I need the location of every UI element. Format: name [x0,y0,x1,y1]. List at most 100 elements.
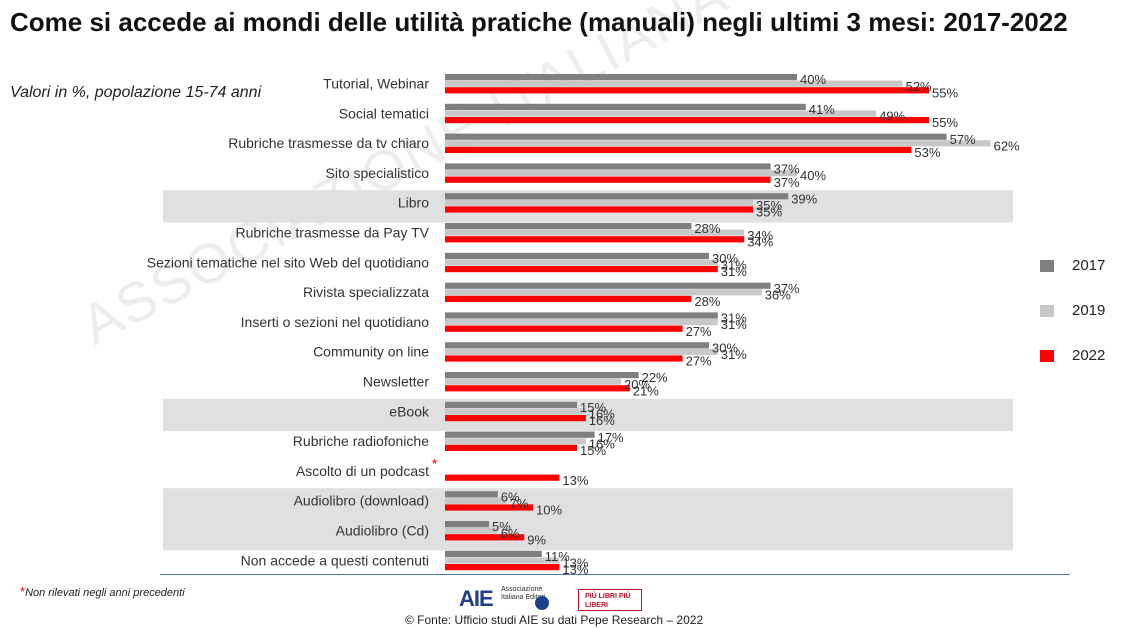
bar-2019 [445,408,586,415]
value-label-2017: 6% [501,489,520,504]
value-label-2022: 55% [932,85,958,100]
value-label-2017: 30% [712,340,738,355]
category-label: Non accede a questi contenuti [241,552,429,568]
bar-2019 [445,259,718,266]
category-label: Libro [398,195,429,211]
bar-2022 [445,325,683,332]
value-label-2019: 16% [589,407,615,422]
bar-2019 [445,438,586,445]
aie-logo-mark: AIE [459,586,494,611]
footnote-text: Non rilevati negli anni precedenti [25,587,185,599]
legend-label-2022: 2022 [1072,347,1106,364]
bar-2017 [445,372,639,379]
legend-label-2017: 2017 [1072,257,1106,274]
value-label-2017: 31% [721,311,747,326]
bar-2022 [445,385,630,392]
bar-2017 [445,252,709,259]
bar-2022 [445,474,560,481]
category-label: Rubriche radiofoniche [293,433,429,449]
legend-label-2019: 2019 [1072,302,1106,319]
value-label-2019: 31% [721,258,747,273]
value-label-2022: 21% [633,383,659,398]
bar-2017 [445,193,789,200]
bar-2017 [445,74,797,81]
bar-2017 [445,312,718,319]
category-label: Audiolibro (download) [294,493,429,509]
value-label-2017: 37% [774,162,800,177]
bar-2022 [445,206,753,213]
bar-2022 [445,504,533,511]
value-label-2022: 35% [756,205,782,220]
aie-logo-text: Associazione Italiana Editori [501,586,546,601]
category-label: Ascolto di un podcast [296,463,429,479]
category-label: Sito specialistico [326,165,430,181]
bar-2017 [445,521,489,528]
value-label-2022: 37% [774,175,800,190]
value-label-2019: 16% [589,436,615,451]
bar-2022 [445,295,692,302]
bar-2022 [445,415,586,422]
value-label-2019: 31% [721,347,747,362]
value-label-2019: 36% [765,287,791,302]
bar-2019 [445,557,560,564]
highlight-band [163,488,1013,521]
value-label-2019: 6% [501,526,520,541]
category-label: Sezioni tematiche nel sito Web del quoti… [147,254,429,270]
value-label-2019: 34% [747,228,773,243]
category-label: Rubriche trasmesse da Pay TV [236,225,430,241]
value-label-2017: 5% [492,519,511,534]
chart-title: Come si accede ai mondi delle utilità pr… [10,7,1068,37]
category-label: eBook [389,403,430,419]
bar-2022 [445,534,525,541]
footer-divider [160,574,1070,575]
category-label: Rubriche trasmesse da tv chiaro [228,135,429,151]
value-label-2022: 15% [580,443,606,458]
value-label-2019: 35% [756,198,782,213]
source-note: © Fonte: Ufficio studi AIE su dati Pepe … [405,613,704,627]
bars [445,74,991,571]
value-label-2022: 31% [721,264,747,279]
bar-2022 [445,444,577,451]
category-labels: Tutorial, Webinar Social tematici Rubriche… [147,76,438,569]
bar-2019 [445,80,903,87]
bar-2022 [445,87,929,94]
value-label-2017: 11% [545,549,570,564]
value-label-2022: 27% [686,324,712,339]
value-label-2019: 40% [800,168,826,183]
bar-2019 [445,289,762,296]
value-label-2017: 17% [598,430,624,445]
bar-2019 [445,170,797,177]
legend-swatch-2017 [1040,260,1054,272]
bar-2017 [445,133,947,140]
bar-2019 [445,348,718,355]
value-label-2022: 55% [932,115,958,130]
value-label-2019: 49% [879,109,905,124]
asterisk-mark: * [432,455,438,471]
bar-2022 [445,176,771,183]
value-label-2022: 27% [686,354,712,369]
value-label-2022: 9% [527,532,546,547]
bar-2017 [445,550,542,557]
bar-2022 [445,117,929,124]
value-label-2019: 31% [721,317,747,332]
piu-libri-logo: PIÙ LIBRI PIÙ LIBERI [578,589,642,611]
value-label-2022: 16% [589,413,615,428]
bar-2022 [445,146,912,153]
value-label-2022: 13% [562,562,588,577]
bar-2019 [445,527,498,534]
category-label: Community on line [313,344,429,360]
bar-2017 [445,163,771,170]
value-label-2019: 7% [510,496,529,511]
value-label-2019: 52% [906,79,932,94]
category-label: Rivista specializzata [303,284,429,300]
bar-2022 [445,355,683,362]
legend-swatch-2019 [1040,305,1054,317]
bar-2022 [445,236,745,243]
highlight-band [163,398,1013,432]
value-label-2017: 30% [712,251,738,266]
value-label-2017: 22% [642,370,668,385]
category-label: Inserti o sezioni nel quotidiano [241,314,430,330]
value-label-2019: 62% [994,138,1020,153]
bar-2019 [445,319,718,326]
